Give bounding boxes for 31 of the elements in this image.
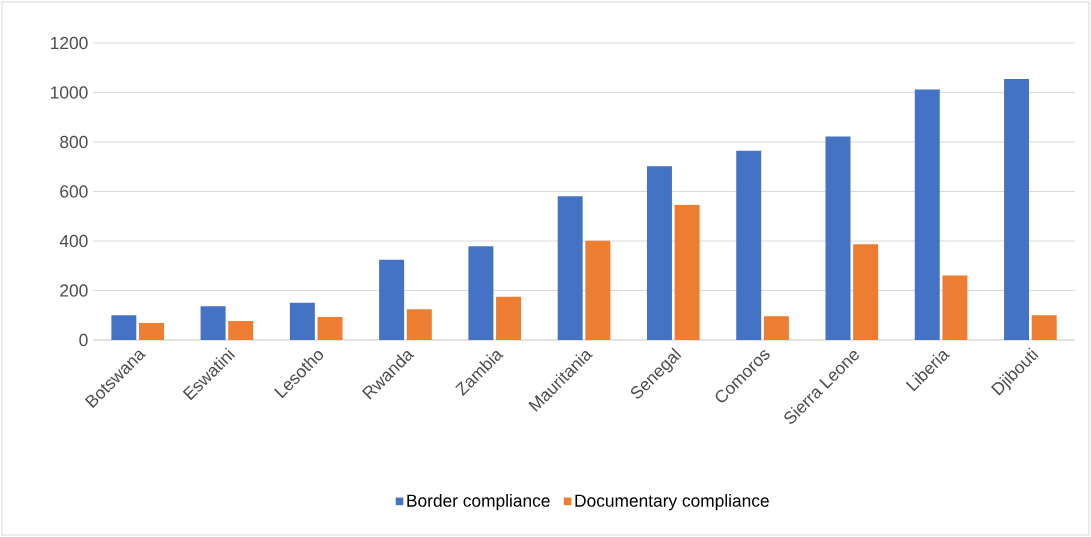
bar <box>674 204 700 340</box>
bar <box>317 316 343 340</box>
bar <box>646 166 672 340</box>
legend-label: Border compliance <box>407 494 550 511</box>
bar <box>111 315 137 340</box>
legend-label: Documentary compliance <box>575 494 769 511</box>
y-tick-label: 1200 <box>51 36 88 50</box>
y-tick-label: 800 <box>60 135 88 149</box>
bar <box>942 275 968 340</box>
bar <box>853 244 879 340</box>
bar <box>736 150 762 340</box>
bar <box>138 322 164 340</box>
bar <box>825 136 851 340</box>
bar <box>763 316 789 340</box>
y-tick-label: 600 <box>60 185 88 198</box>
y-tick-label: 0 <box>79 333 88 347</box>
bar <box>496 296 522 340</box>
bar <box>557 196 583 340</box>
bar <box>1004 78 1030 340</box>
bar <box>228 320 254 340</box>
bar <box>406 309 432 340</box>
bar <box>1031 315 1057 340</box>
y-tick-label: 200 <box>60 284 88 297</box>
bar <box>289 302 315 340</box>
bar <box>200 306 226 340</box>
y-tick-label: 400 <box>59 234 88 248</box>
y-tick-label: 1000 <box>51 86 88 99</box>
bar <box>585 240 611 340</box>
bar <box>379 259 405 340</box>
bar <box>468 246 494 340</box>
bar <box>914 89 940 340</box>
